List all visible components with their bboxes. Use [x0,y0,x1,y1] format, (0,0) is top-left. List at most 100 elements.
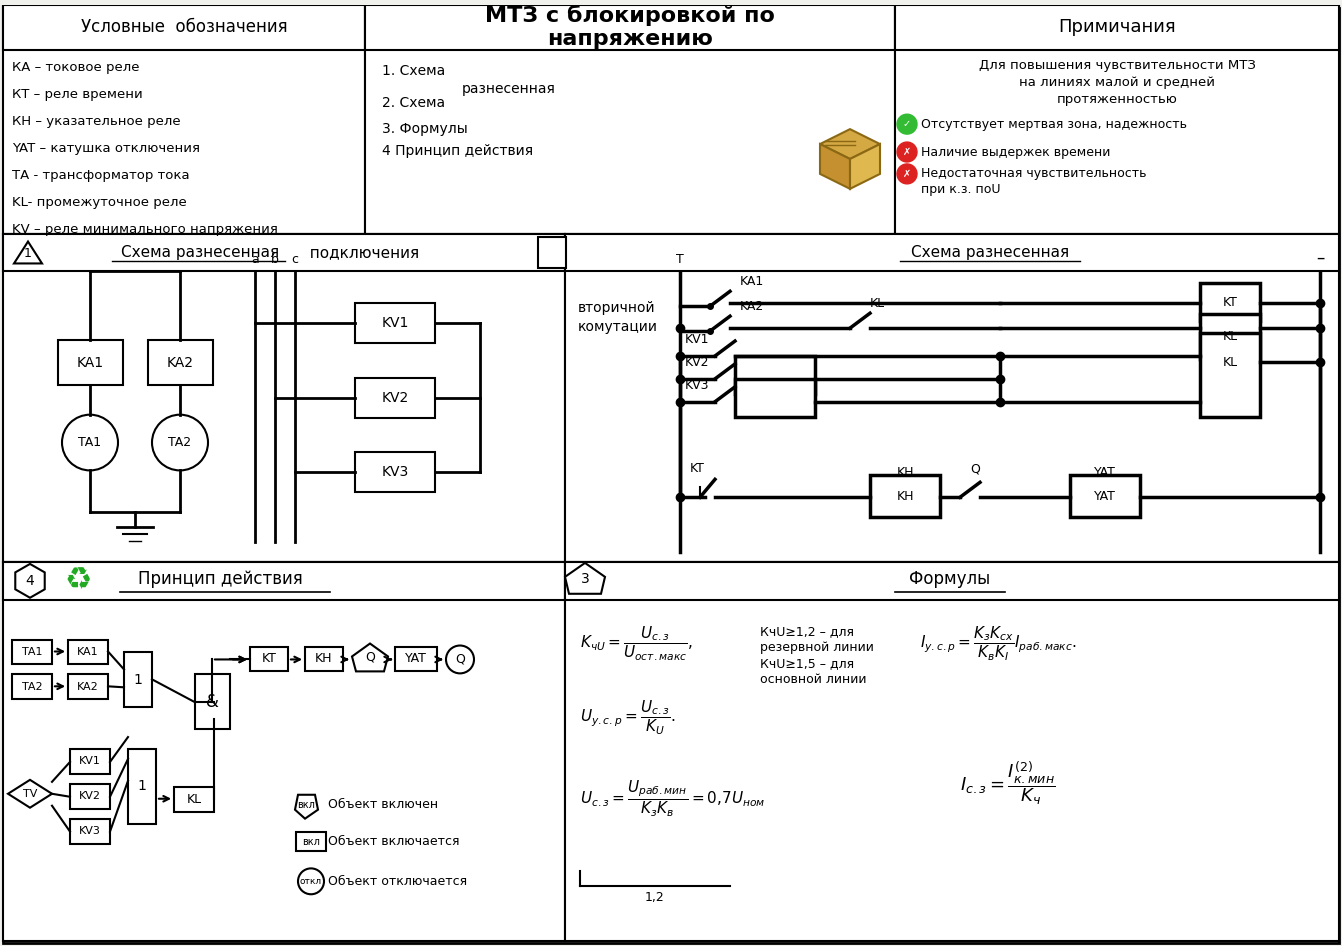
Text: Объект включен: Объект включен [327,798,437,812]
Text: KV2: KV2 [684,356,710,369]
Text: МТЗ с блокировкой по
напряжению: МТЗ с блокировкой по напряжению [484,5,774,49]
Text: KH: KH [315,653,333,665]
Bar [365,5,895,49]
Text: 1,2: 1,2 [646,891,664,904]
Bar [565,234,1339,562]
Bar [565,562,1339,600]
Text: KA1: KA1 [76,356,103,370]
Text: KV1: KV1 [79,757,101,766]
Circle shape [152,414,208,470]
Text: YAT: YAT [1094,465,1117,479]
Text: 1. Схема: 1. Схема [382,64,446,79]
Text: Отсутствует мертвая зона, надежность: Отсутствует мертвая зона, надежность [921,117,1188,131]
Bar [3,234,565,562]
Bar [870,476,939,517]
Bar [127,749,156,824]
Text: Недостаточная чувствительность: Недостаточная чувствительность [921,167,1146,181]
Text: TA2: TA2 [21,682,43,692]
Text: $U_{у.с.р} = \dfrac{U_{с.з}}{K_{U}}.$: $U_{у.с.р} = \dfrac{U_{с.з}}{K_{U}}.$ [580,699,676,738]
Text: КчU≥1,2 – для
резервной линии
КчU≥1,5 – для
основной линии: КчU≥1,2 – для резервной линии КчU≥1,5 – … [760,624,874,686]
Text: 1: 1 [138,780,146,794]
Text: KV2: KV2 [79,791,101,801]
Text: 3: 3 [581,571,589,586]
Bar [1070,476,1139,517]
Text: &: & [207,692,219,710]
Bar [538,236,566,269]
Bar [148,340,213,385]
Bar [123,653,152,708]
Text: YAT: YAT [1094,490,1117,502]
Bar [3,5,365,49]
Bar [1200,314,1260,359]
Text: KV1: KV1 [381,316,409,330]
Text: YAT – катушка отключения: YAT – катушка отключения [12,142,200,155]
Bar [895,5,1339,49]
Text: b: b [271,254,279,267]
Text: KL: KL [1223,356,1237,369]
Bar [58,340,123,385]
Text: KL: KL [1223,329,1237,342]
Polygon shape [820,144,849,189]
Text: –: – [1315,249,1325,267]
Text: T: T [676,254,684,267]
Text: Объект включается: Объект включается [327,835,459,848]
Text: $K_{чU} = \dfrac{U_{с.з}}{U_{ост.макс}},$: $K_{чU} = \dfrac{U_{с.з}}{U_{ост.макс}},… [580,624,694,663]
Bar [305,646,344,672]
Text: $I_{с.з} = \dfrac{I^{(2)}_{к.мин}}{K_ч}$: $I_{с.з} = \dfrac{I^{(2)}_{к.мин}}{K_ч}$ [960,759,1056,807]
Polygon shape [8,780,52,808]
Text: KV3: KV3 [79,826,101,836]
Polygon shape [15,564,44,598]
Text: КТ – реле времени: КТ – реле времени [12,88,142,101]
Polygon shape [352,643,388,672]
Text: ✗: ✗ [903,169,911,179]
Text: KV3: KV3 [684,378,710,392]
Text: KV2: KV2 [381,391,408,405]
Text: $U_{с.з} = \dfrac{U_{раб.мин}}{K_з K_в} = 0{,}7U_{ном}$: $U_{с.з} = \dfrac{U_{раб.мин}}{K_з K_в} … [580,779,765,819]
Text: Q: Q [970,463,980,476]
Polygon shape [295,795,318,818]
Bar [395,646,437,672]
Bar [3,562,565,600]
Text: Условные  обозначения: Условные обозначения [81,18,287,36]
Bar [70,784,110,809]
Bar [12,674,52,699]
Bar [12,639,52,664]
Text: 4: 4 [25,574,35,587]
Text: вкл: вкл [297,799,315,810]
Text: KT: KT [690,463,705,476]
Bar [3,234,565,272]
Text: KL: KL [870,297,886,310]
Text: KH: KH [896,490,914,502]
Bar [365,5,895,234]
Text: KV1: KV1 [684,333,710,346]
Text: TA2: TA2 [169,436,192,449]
Text: KA1: KA1 [739,275,764,289]
Bar [735,378,815,416]
Polygon shape [820,130,880,159]
Bar [356,377,435,418]
Text: Наличие выдержек времени: Наличие выдержек времени [921,146,1110,159]
Text: TV: TV [23,789,38,798]
Text: Схема разнесенная: Схема разнесенная [121,245,279,260]
Text: a: a [251,254,259,267]
Bar [1200,284,1260,321]
Text: КА – токовое реле: КА – токовое реле [12,61,140,75]
Circle shape [896,164,917,184]
Circle shape [896,114,917,134]
Text: KA2: KA2 [76,682,99,692]
Bar [297,832,326,851]
Bar [565,562,1339,941]
Bar [68,639,107,664]
Text: c: c [291,254,298,267]
Circle shape [896,142,917,162]
Text: подключения: подключения [301,245,419,260]
Circle shape [446,645,474,674]
Bar [3,562,565,941]
Text: Принцип действия: Принцип действия [138,569,302,587]
Text: KH: KH [896,465,914,479]
Text: Формулы: Формулы [910,569,990,587]
Bar [356,452,435,492]
Bar [195,674,229,729]
Text: YAT: YAT [405,653,427,665]
Text: КН – указательное реле: КН – указательное реле [12,115,181,129]
